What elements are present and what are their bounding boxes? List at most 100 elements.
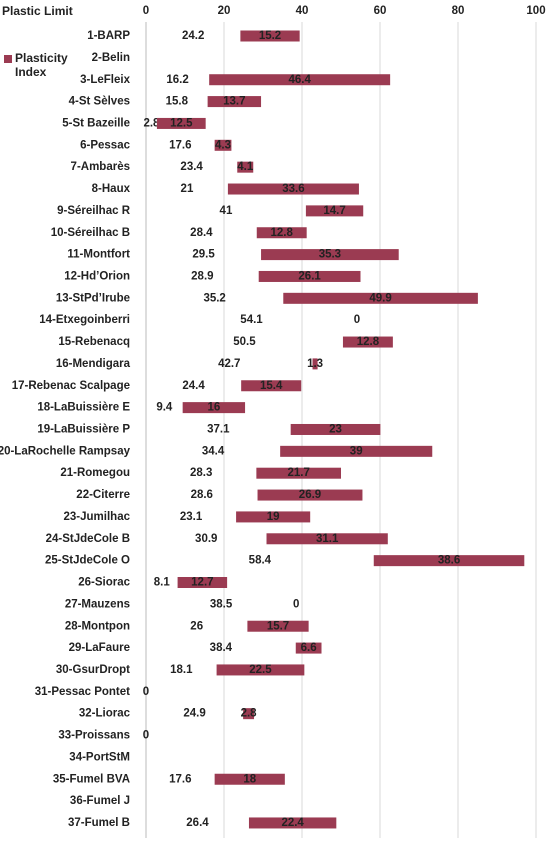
data-label: 18.1 <box>170 664 193 676</box>
y-tick-label: 29-LaFaure <box>69 642 130 654</box>
data-label: 29.5 <box>192 249 215 261</box>
bar <box>305 205 364 217</box>
y-tick-label: 32-Liorac <box>79 708 131 720</box>
data-label: 0 <box>143 730 149 742</box>
y-tick-label: 24-StJdeCole B <box>46 533 130 545</box>
bar <box>241 380 302 392</box>
y-tick-label: 20-LaRochelle Rampsay <box>0 445 131 457</box>
data-label: 12.8 <box>357 336 380 348</box>
data-label: 15.8 <box>166 96 189 108</box>
bar <box>283 292 478 304</box>
x-tick-label: 60 <box>374 5 387 17</box>
data-label: 58.4 <box>249 555 272 567</box>
y-tick-label: 1-BARP <box>87 30 130 42</box>
x-tick-label: 20 <box>218 5 231 17</box>
bar <box>214 139 232 151</box>
y-tick-label: 23-Jumilhac <box>64 511 131 523</box>
data-label: 26 <box>190 620 203 632</box>
data-label: 26.1 <box>298 270 321 282</box>
y-tick-label: 27-Mauzens <box>65 598 130 610</box>
data-label: 22.4 <box>281 817 304 829</box>
data-label: 30.9 <box>195 533 217 545</box>
data-label: 18 <box>243 773 256 785</box>
y-tick-label: 14-Etxegoinberri <box>39 314 130 326</box>
data-label: 34.4 <box>202 445 225 457</box>
data-label: 17.6 <box>169 139 191 151</box>
bar <box>256 227 307 239</box>
data-label: 28.6 <box>191 489 213 501</box>
data-label: 0 <box>143 686 149 698</box>
data-label: 0 <box>293 598 299 610</box>
y-tick-label: 10-Séreilhac B <box>51 227 130 239</box>
data-label: 26.4 <box>186 817 209 829</box>
y-tick-label: 12-Hd’Orion <box>64 270 130 282</box>
bar <box>342 336 393 348</box>
data-label: 33.6 <box>282 183 304 195</box>
y-tick-label: 4-St Sèlves <box>69 96 130 108</box>
y-tick-label: 22-Citerre <box>76 489 130 501</box>
y-tick-label: 25-StJdeCole O <box>45 555 130 567</box>
y-tick-label: 15-Rebenacq <box>58 336 130 348</box>
data-label: 41 <box>220 205 233 217</box>
data-label: 13.7 <box>223 96 245 108</box>
bar <box>243 708 255 720</box>
bar <box>258 270 361 282</box>
x-tick-label: 80 <box>452 5 465 17</box>
y-tick-label: 7-Ambarès <box>71 161 130 173</box>
bar <box>236 511 311 523</box>
y-tick-label: 37-Fumel B <box>68 817 130 829</box>
data-label: 16.2 <box>166 74 188 86</box>
y-tick-label: 13-StPd’Irube <box>56 292 130 304</box>
data-label: 42.7 <box>218 358 240 370</box>
data-label: 49.9 <box>369 292 391 304</box>
data-label: 0 <box>354 314 360 326</box>
data-label: 23.4 <box>180 161 203 173</box>
data-label: 16 <box>207 402 220 414</box>
data-label: 14.7 <box>323 205 345 217</box>
data-label: 1.3 <box>307 358 323 370</box>
data-label: 2.8 <box>143 117 160 129</box>
data-label: 15.2 <box>259 30 281 42</box>
data-label: 26.9 <box>299 489 321 501</box>
data-label: 19 <box>267 511 280 523</box>
data-label: 38.4 <box>210 642 233 654</box>
data-label: 17.6 <box>169 773 191 785</box>
data-label: 39 <box>350 445 363 457</box>
y-tick-label: 16-Mendigara <box>56 358 131 370</box>
data-label: 24.2 <box>182 30 204 42</box>
bar <box>182 402 246 414</box>
data-label: 24.4 <box>182 380 205 392</box>
y-tick-label: 17-Rebenac Scalpage <box>12 380 130 392</box>
data-label: 6.6 <box>301 642 317 654</box>
data-label: 4.1 <box>237 161 254 173</box>
y-tick-label: 8-Haux <box>92 183 131 195</box>
data-label: 35.2 <box>203 292 225 304</box>
bar <box>216 664 305 676</box>
data-label: 46.4 <box>288 74 311 86</box>
data-label: 37.1 <box>207 424 230 436</box>
data-label: 22.5 <box>249 664 272 676</box>
data-label: 21.7 <box>287 467 309 479</box>
y-tick-label: 5-St Bazeille <box>62 117 130 129</box>
y-tick-label: 9-Séreilhac R <box>57 205 131 217</box>
data-label: 12.5 <box>170 117 193 129</box>
y-tick-label: 34-PortStM <box>69 751 130 763</box>
bar <box>373 555 525 567</box>
bar <box>247 620 309 632</box>
bar <box>209 74 391 86</box>
bar <box>177 577 228 588</box>
y-tick-label: 31-Pessac Pontet <box>35 686 130 698</box>
bar <box>207 96 262 108</box>
bar <box>295 642 322 654</box>
data-label: 4.3 <box>215 139 231 151</box>
legend-label: Plasticity Index <box>15 51 68 79</box>
data-label: 28.3 <box>190 467 212 479</box>
data-label: 2.8 <box>241 708 258 720</box>
data-label: 8.1 <box>154 577 171 589</box>
bar <box>248 817 337 829</box>
y-tick-label: 35-Fumel BVA <box>53 773 130 785</box>
bar <box>280 445 433 457</box>
bar <box>266 533 388 545</box>
y-tick-label: 33-Proissans <box>58 730 130 742</box>
bar <box>256 467 341 479</box>
